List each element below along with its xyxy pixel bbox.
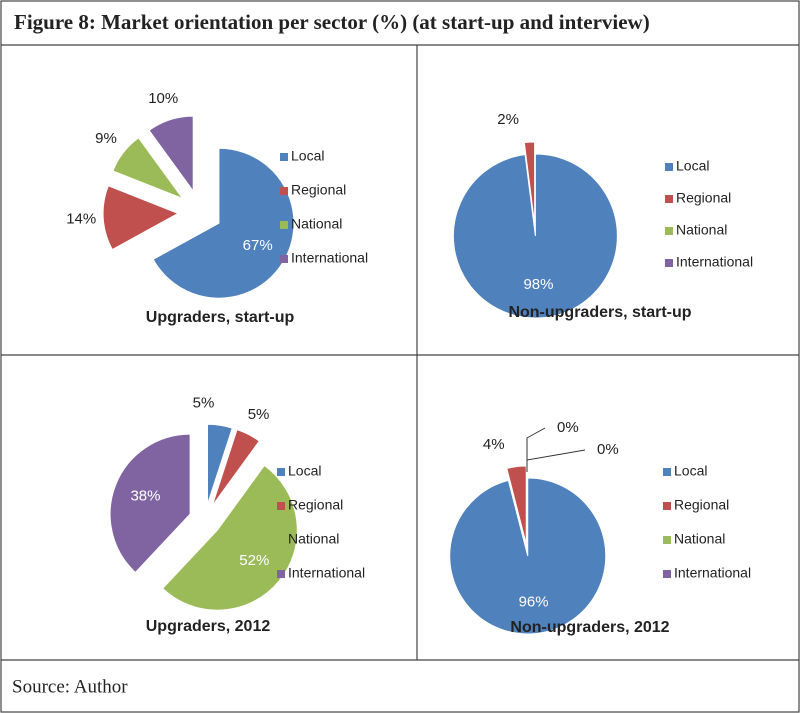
data-label: 52% (239, 552, 269, 569)
legend-label: Regional (674, 497, 729, 513)
pie-slice (109, 433, 191, 574)
legend-label: National (288, 531, 339, 547)
figure-title: Figure 8: Market orientation per sector … (14, 10, 650, 34)
chart-title: Non-upgraders, 2012 (510, 619, 669, 636)
chart-title: Non-upgraders, start-up (508, 304, 691, 321)
data-label: 38% (130, 487, 160, 504)
pie-slice (449, 477, 607, 635)
legend-label: National (674, 531, 725, 547)
pie-slice (207, 423, 233, 505)
chart-title: Upgraders, 2012 (146, 618, 271, 635)
legend-label: Regional (288, 497, 343, 513)
legend-swatch (663, 468, 671, 476)
legend-swatch (277, 536, 285, 544)
legend-swatch (277, 468, 285, 476)
legend-swatch (665, 163, 673, 171)
data-label: 4% (483, 436, 505, 453)
data-label: 98% (523, 276, 553, 293)
data-label: 14% (66, 210, 96, 227)
legend-swatch (277, 570, 285, 578)
legend-label: Regional (291, 182, 346, 198)
pie-slice (152, 147, 295, 299)
legend-swatch (663, 570, 671, 578)
pie-slice (148, 115, 194, 193)
legend-label: Regional (676, 190, 731, 206)
chart-title: Upgraders, start-up (146, 309, 295, 326)
source: Source: Author (12, 676, 128, 697)
data-label: 10% (148, 90, 178, 107)
pie-slice (506, 465, 527, 545)
legend-label: Local (291, 148, 324, 164)
legend-swatch (663, 536, 671, 544)
legend-swatch (665, 227, 673, 235)
pie-slice (161, 464, 298, 611)
leader-line (526, 427, 546, 472)
pie-slice (112, 137, 185, 200)
legend-swatch (280, 153, 288, 161)
legend-swatch (663, 502, 671, 510)
legend-label: Local (674, 463, 707, 479)
data-label: 2% (497, 111, 519, 128)
data-label: 0% (557, 419, 579, 436)
legend-label: National (291, 216, 342, 232)
legend-label: International (291, 250, 368, 266)
pie-slice (102, 185, 180, 251)
legend-label: National (676, 222, 727, 238)
legend-label: International (288, 565, 365, 581)
pie-slice (211, 429, 260, 507)
data-label: 5% (248, 406, 270, 423)
legend-label: Local (676, 158, 709, 174)
leader-line (526, 449, 586, 472)
legend-swatch (280, 187, 288, 195)
data-label: 96% (519, 593, 549, 610)
pie-slice (452, 153, 618, 319)
data-label: 67% (243, 237, 273, 254)
legend-label: International (676, 254, 753, 270)
data-label: 5% (193, 394, 215, 411)
legend-swatch (665, 259, 673, 267)
legend-swatch (277, 502, 285, 510)
legend-label: Local (288, 463, 321, 479)
legend-swatch (280, 221, 288, 229)
data-label: 0% (597, 441, 619, 458)
legend-swatch (280, 255, 288, 263)
data-label: 9% (95, 130, 117, 147)
legend-label: International (674, 565, 751, 581)
legend-swatch (665, 195, 673, 203)
